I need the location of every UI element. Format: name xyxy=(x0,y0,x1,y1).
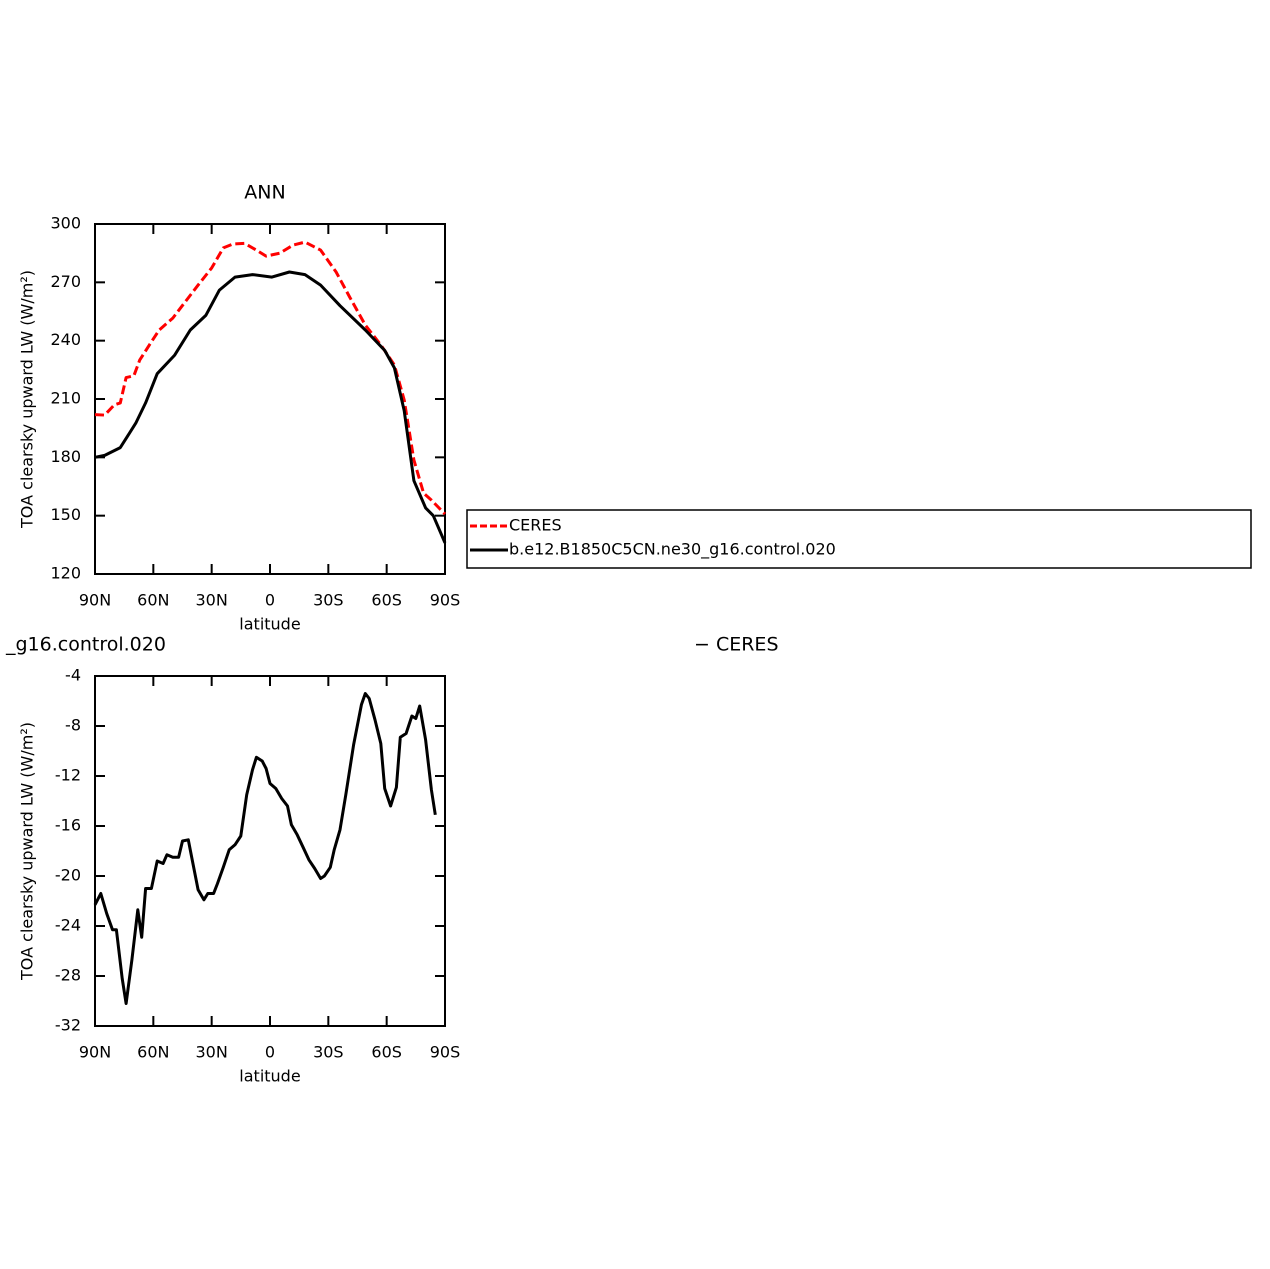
y-tick-label: -24 xyxy=(55,916,81,935)
x-axis-label: latitude xyxy=(239,615,300,634)
x-tick-label: 30N xyxy=(196,1043,228,1062)
x-tick-label: 90S xyxy=(430,591,461,610)
chart-title: − CERES xyxy=(694,634,779,656)
plot-frame xyxy=(94,675,446,1027)
legend-box xyxy=(466,509,1252,569)
y-tick-label: 270 xyxy=(50,272,81,291)
y-tick-label: -32 xyxy=(55,1016,81,1035)
x-tick-label: 30N xyxy=(196,591,228,610)
x-tick-label: 0 xyxy=(265,1043,275,1062)
y-axis-label: TOA clearsky upward LW (W/m²) xyxy=(18,270,37,529)
y-tick-label: 240 xyxy=(50,330,81,349)
y-tick-label: 120 xyxy=(50,564,81,583)
chart-title: ANN xyxy=(244,182,285,204)
y-tick-label: -4 xyxy=(65,666,81,685)
y-tick-label: -28 xyxy=(55,966,81,985)
y-tick-label: -12 xyxy=(55,766,81,785)
plot-frame xyxy=(94,223,446,575)
y-tick-label: -16 xyxy=(55,816,81,835)
x-tick-label: 60S xyxy=(371,591,402,610)
y-tick-label: -8 xyxy=(65,716,81,735)
y-axis-label: TOA clearsky upward LW (W/m²) xyxy=(18,722,37,981)
chart-title: _g16.control.020 xyxy=(5,634,166,656)
x-tick-label: 60S xyxy=(371,1043,402,1062)
x-tick-label: 90N xyxy=(79,591,111,610)
y-tick-label: 180 xyxy=(50,447,81,466)
y-tick-label: 210 xyxy=(50,389,81,408)
data-line xyxy=(94,270,447,544)
x-tick-label: 60N xyxy=(137,591,169,610)
y-tick-label: -20 xyxy=(55,866,81,885)
x-tick-label: 0 xyxy=(265,591,275,610)
x-tick-label: 90S xyxy=(430,1043,461,1062)
data-line xyxy=(93,692,437,1005)
data-line xyxy=(94,240,447,516)
x-tick-label: 30S xyxy=(313,591,344,610)
legend-label: CERES xyxy=(509,516,562,535)
x-tick-label: 60N xyxy=(137,1043,169,1062)
x-tick-label: 30S xyxy=(313,1043,344,1062)
y-tick-label: 150 xyxy=(50,505,81,524)
legend-label: b.e12.B1850C5CN.ne30_g16.control.020 xyxy=(509,540,836,560)
x-axis-label: latitude xyxy=(239,1067,300,1086)
y-tick-label: 300 xyxy=(50,214,81,233)
x-tick-label: 90N xyxy=(79,1043,111,1062)
